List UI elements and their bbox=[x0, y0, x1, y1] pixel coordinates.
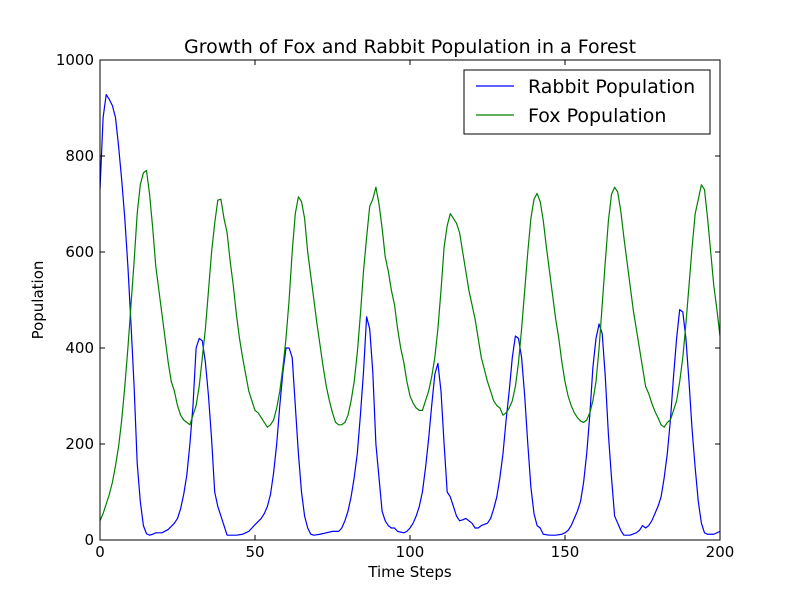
legend-box bbox=[463, 69, 711, 135]
legend: Rabbit Population Fox Population bbox=[463, 69, 711, 135]
x-axis-label: Time Steps bbox=[367, 563, 452, 581]
chart-title: Growth of Fox and Rabbit Population in a… bbox=[184, 36, 636, 58]
y-axis-label: Population bbox=[29, 261, 47, 340]
x-tick-label: 150 bbox=[551, 543, 580, 561]
y-tick-label: 400 bbox=[65, 339, 94, 357]
y-tick-label: 1000 bbox=[56, 51, 94, 69]
y-tick-label: 600 bbox=[65, 243, 94, 261]
series-line-fox bbox=[100, 169, 720, 522]
x-tick-label: 100 bbox=[396, 543, 425, 561]
legend-label-rabbit: Rabbit Population bbox=[528, 76, 695, 98]
series-line-rabbit bbox=[100, 93, 720, 536]
y-tick-label: 200 bbox=[65, 435, 94, 453]
x-tick-label: 50 bbox=[245, 543, 264, 561]
y-tick-label: 800 bbox=[65, 147, 94, 165]
x-tick-label: 0 bbox=[95, 543, 105, 561]
y-tick-label: 0 bbox=[84, 531, 94, 549]
legend-label-fox: Fox Population bbox=[528, 105, 666, 127]
x-tick-label: 200 bbox=[706, 543, 735, 561]
